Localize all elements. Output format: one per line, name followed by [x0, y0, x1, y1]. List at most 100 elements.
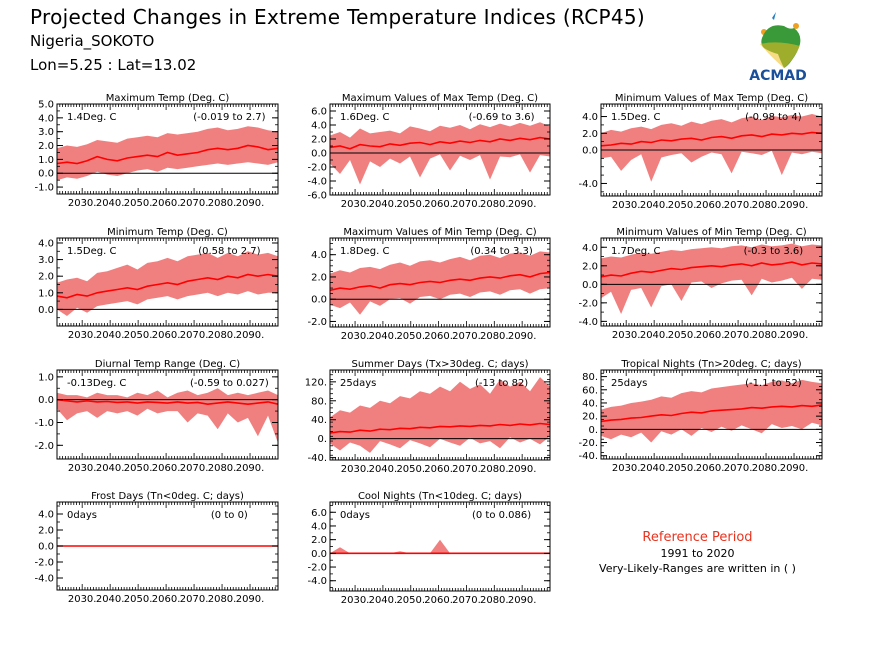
x-tick-label: 2070. [724, 330, 753, 341]
x-tick-label: 2080. [480, 595, 509, 606]
likely-range-label: (0 to 0.086) [472, 510, 531, 521]
x-tick-label: 2050. [396, 595, 425, 606]
x-tick-label: 2070. [452, 331, 481, 342]
likely-range-label: (-0.3 to 3.6) [744, 246, 804, 257]
median-line [600, 131, 823, 147]
x-tick-label: 2050. [396, 464, 425, 475]
chart-title: Cool Nights (Tn<10deg. C; days) [358, 491, 522, 502]
x-tick-label: 2030. [341, 464, 370, 475]
x-tick-label: 2060. [152, 463, 181, 474]
chart-panel-4: 4.0 3.0 2.0 1.0 0.0 2030. 2040. 2050. 2060. 2070.… [38, 227, 279, 341]
x-tick-label: 2030. [341, 595, 370, 606]
x-tick-label: 2070. [452, 199, 481, 210]
x-tick-label: 2050. [124, 330, 153, 341]
y-tick-label: 80. [311, 396, 327, 407]
x-tick-label: 2090. [236, 463, 265, 474]
x-tick-label: 2060. [152, 330, 181, 341]
y-tick-label: 4.0 [38, 113, 54, 124]
likely-range-label: (0.58 to 2.7) [198, 246, 260, 257]
y-tick-label: 0.0 [311, 149, 327, 160]
x-tick-label: 2060. [424, 331, 453, 342]
x-tick-label: 2040. [640, 463, 669, 474]
x-tick-label: 2050. [124, 198, 153, 209]
chart-panel-10: 4.0 2.0 0.0 -2.0 -4.0 2030. 2040. 2050. 2060. 207… [34, 491, 279, 605]
x-tick-label: 2090. [508, 595, 537, 606]
africa-map-logo-icon: ACMAD [749, 12, 807, 84]
x-tick-label: 2040. [96, 198, 125, 209]
likely-range-label: (-0.69 to 3.6) [469, 112, 535, 123]
y-tick-label: -2.0 [307, 563, 327, 574]
y-tick-label: 1.0 [38, 155, 54, 166]
likely-range-band [57, 388, 278, 443]
x-tick-label: 2030. [68, 198, 97, 209]
likely-range-label: (-0.019 to 2.7) [193, 112, 265, 123]
y-tick-label: 6.0 [311, 107, 327, 118]
y-tick-label: 40. [311, 415, 327, 426]
y-tick-label: 0.0 [582, 280, 598, 291]
x-tick-label: 2060. [696, 330, 725, 341]
x-tick-label: 2080. [208, 330, 237, 341]
chart-panel-6: 4.0 2.0 0.0 -2.0 -4.0 2030. 2040. 2050. 2060. 207… [578, 227, 823, 341]
median-line [600, 261, 823, 278]
likely-range-label: (-1.1 to 52) [745, 378, 802, 389]
x-tick-label: 2080. [480, 199, 509, 210]
x-tick-label: 2080. [752, 463, 781, 474]
chart-title: Tropical Nights (Tn>20deg. C; days) [620, 359, 801, 370]
change-value-label: -0.13Deg. C [67, 378, 126, 389]
x-tick-label: 2040. [96, 594, 125, 605]
y-tick-label: 2.0 [311, 535, 327, 546]
x-tick-label: 2030. [68, 594, 97, 605]
change-value-label: 0days [340, 510, 370, 521]
x-tick-label: 2030. [68, 463, 97, 474]
chart-title: Minimum Values of Min Temp (Deg. C) [616, 227, 806, 238]
x-tick-label: 2050. [396, 199, 425, 210]
location-name: Nigeria_SOKOTO [30, 32, 155, 50]
y-tick-label: 2.0 [38, 141, 54, 152]
y-tick-label: 2.0 [582, 261, 598, 272]
y-tick-label: -2.0 [307, 163, 327, 174]
x-tick-label: 2090. [780, 463, 809, 474]
y-tick-label: 0.0 [38, 305, 54, 316]
x-tick-label: 2030. [612, 463, 641, 474]
median-line [56, 273, 279, 299]
y-tick-label: -2.0 [34, 441, 54, 452]
likely-range-label: (0.34 to 3.3) [470, 246, 532, 257]
change-value-label: 1.4Deg. C [67, 112, 116, 123]
y-tick-label: 4.0 [38, 238, 54, 249]
change-value-label: 1.7Deg. C [611, 246, 660, 257]
acmad-logo: ACMAD [738, 8, 818, 84]
median-line [329, 422, 551, 434]
y-tick-label: 20. [582, 412, 598, 423]
y-tick-label: -2.0 [307, 317, 327, 328]
x-tick-label: 2030. [612, 200, 641, 211]
y-tick-label: -6.0 [307, 191, 327, 202]
x-tick-label: 2090. [236, 330, 265, 341]
x-tick-label: 2080. [480, 331, 509, 342]
y-tick-label: 3.0 [38, 127, 54, 138]
y-tick-label: 0. [588, 425, 598, 436]
plot-frame [600, 237, 823, 327]
y-tick-label: 2.0 [38, 526, 54, 537]
change-value-label: 25days [611, 378, 647, 389]
x-tick-label: 2070. [180, 330, 209, 341]
x-tick-label: 2060. [152, 198, 181, 209]
chart-title: Minimum Values of Max Temp (Deg. C) [615, 93, 808, 104]
y-tick-label: 4.0 [582, 243, 598, 254]
location-coords: Lon=5.25 : Lat=13.02 [30, 56, 197, 74]
x-tick-label: 2080. [208, 463, 237, 474]
plot-frame [56, 103, 279, 195]
likely-range-label: (-0.59 to 0.027) [190, 378, 269, 389]
x-tick-label: 2040. [369, 331, 398, 342]
y-tick-label: 0.0 [311, 295, 327, 306]
median-line [329, 136, 551, 150]
likely-range-label: (0 to 0) [211, 510, 248, 521]
y-tick-label: 4.0 [38, 510, 54, 521]
y-tick-label: 0. [317, 434, 327, 445]
x-tick-label: 2070. [724, 200, 753, 211]
x-tick-label: 2090. [236, 594, 265, 605]
reference-block: Reference Period 1991 to 2020 Very-Likel… [590, 530, 805, 575]
x-tick-label: 2050. [396, 331, 425, 342]
